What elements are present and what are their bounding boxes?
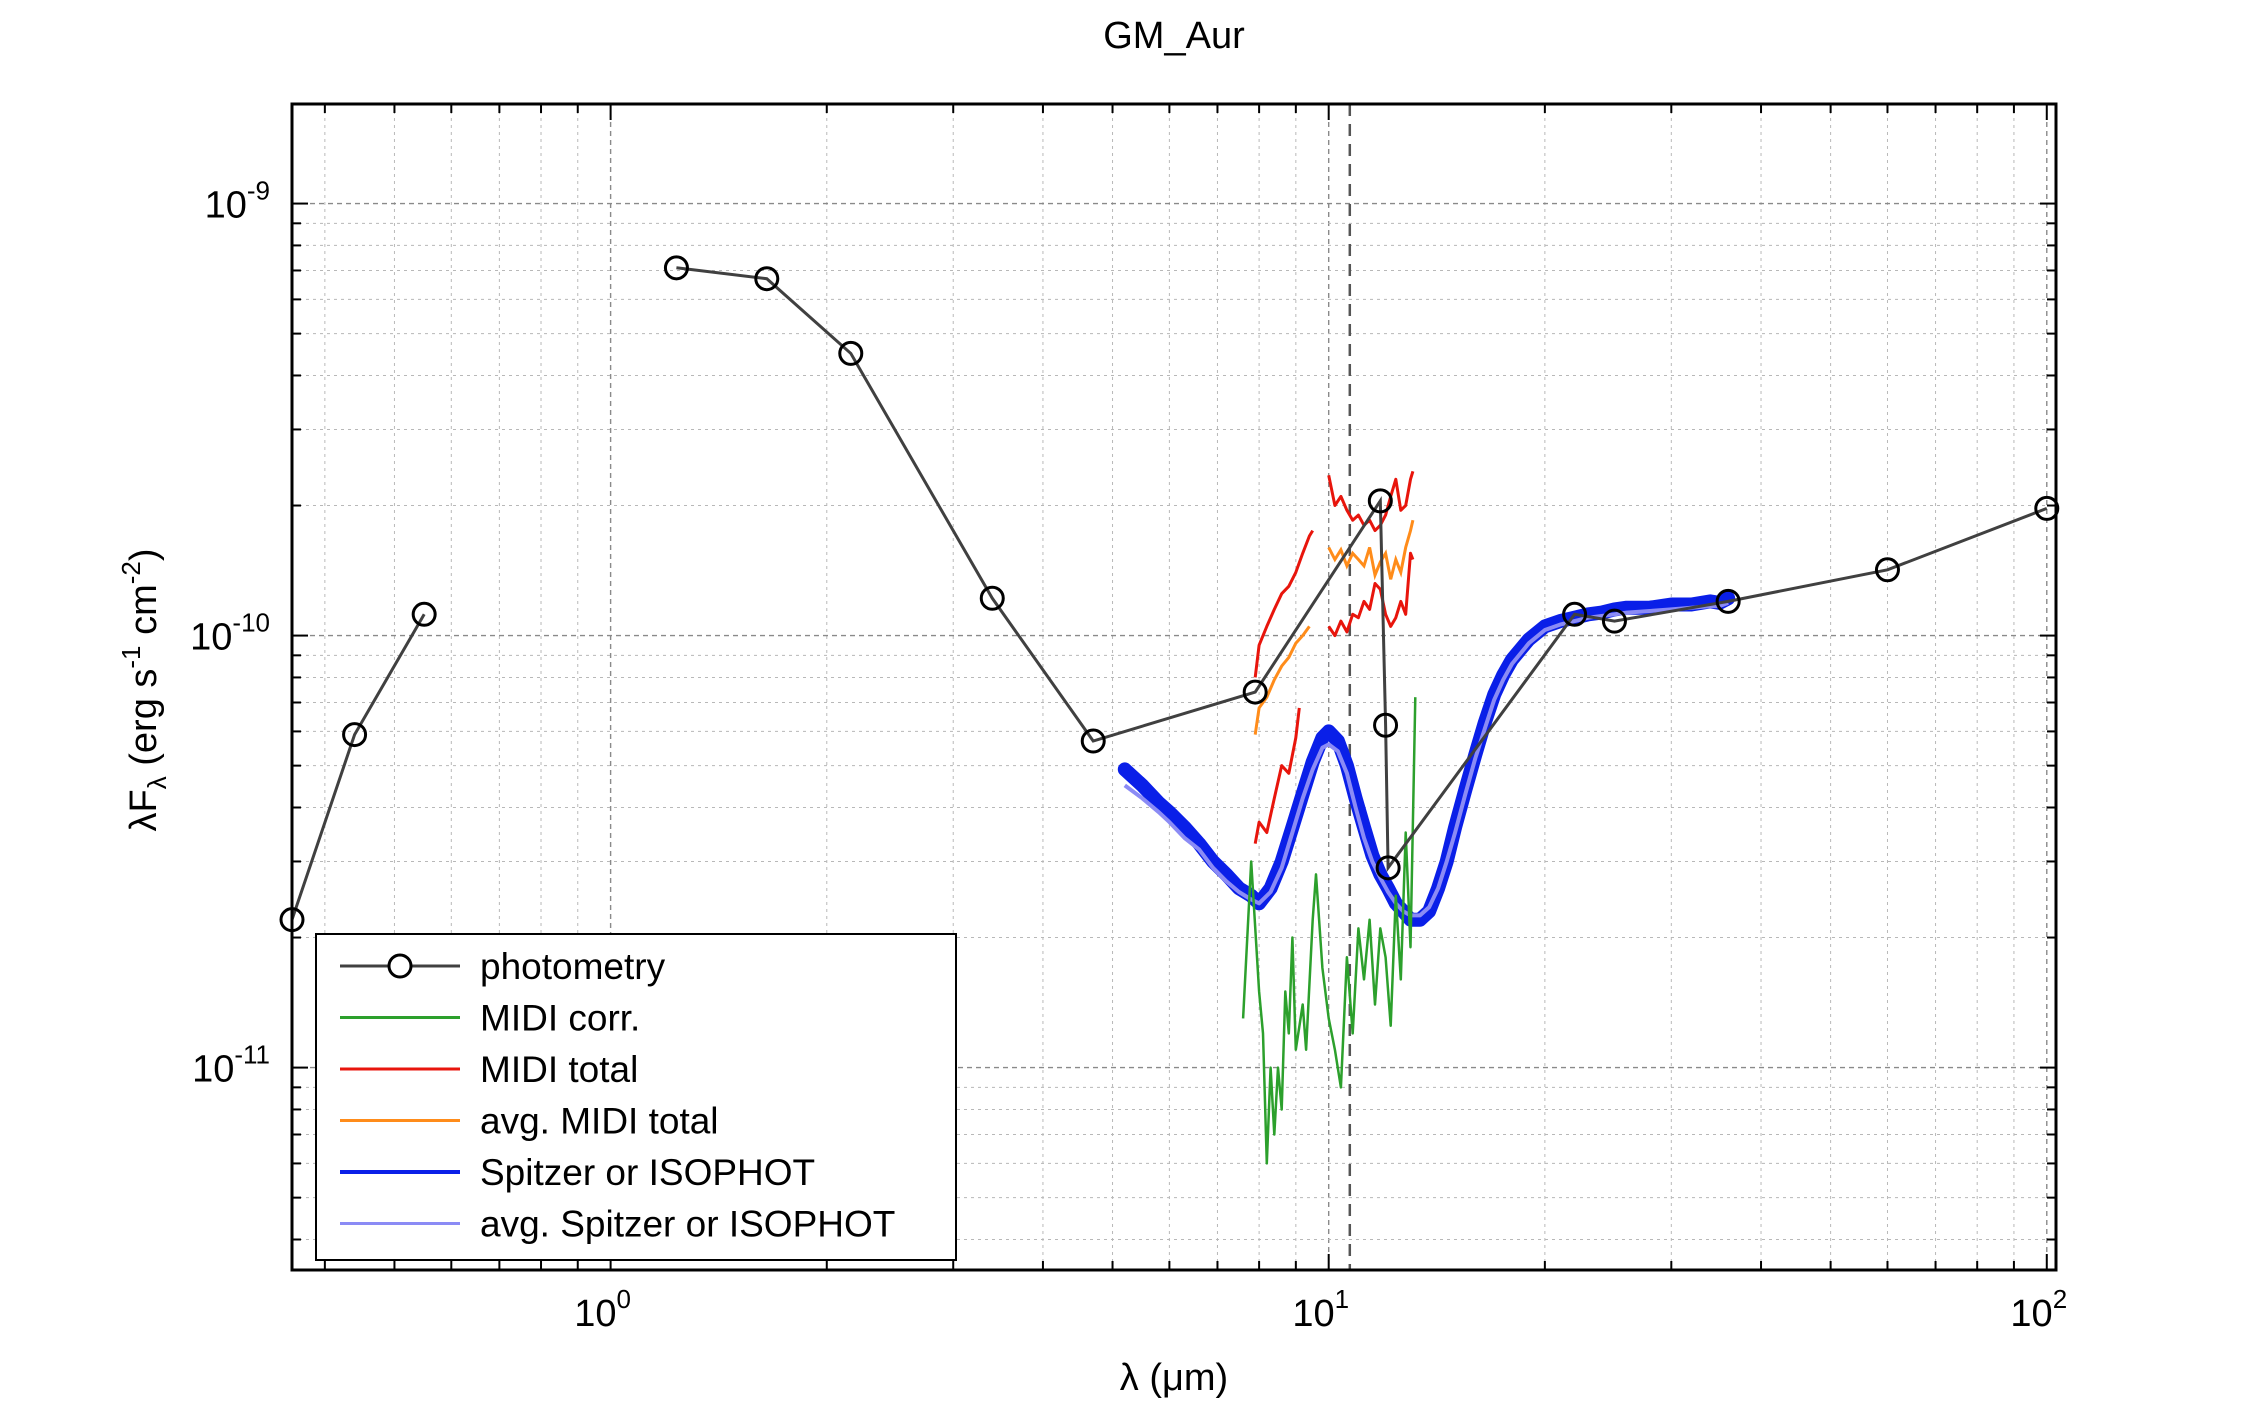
legend-label: MIDI total	[480, 1049, 638, 1090]
series-midi-corr-line	[1241, 697, 1417, 1165]
photometry-point	[1601, 608, 1627, 634]
legend-marker	[387, 953, 413, 979]
photometry-point	[2034, 495, 2060, 521]
plot-frame	[290, 102, 2058, 1272]
x-tick-label: 100	[574, 1284, 631, 1335]
photometry-point	[1373, 712, 1399, 738]
photometry-point	[1874, 557, 1900, 583]
photometry-point	[1080, 728, 1106, 754]
x-axis-title: λ (μm)	[1120, 1357, 1228, 1399]
series-avg-midi-total-line	[1253, 625, 1311, 735]
x-tick-labels: 100 101 102	[574, 1284, 2067, 1335]
photometry-point	[979, 585, 1005, 611]
series-photometry-line	[676, 266, 2048, 873]
photometry-point	[1715, 588, 1741, 614]
y-tick-label: 10-11	[192, 1040, 270, 1091]
chart-title: GM_Aur	[1103, 15, 1245, 57]
photometry-point	[1375, 855, 1401, 881]
series-midi-total-line	[1327, 470, 1415, 533]
legend-label: Spitzer or ISOPHOT	[480, 1152, 815, 1193]
photometry-point	[342, 722, 368, 748]
photometry-point	[754, 266, 780, 292]
photometry-point	[1562, 601, 1588, 627]
photometry-point	[411, 601, 437, 627]
y-tick-label: 10-9	[205, 176, 270, 227]
data-series	[292, 266, 2048, 1165]
y-tick-label: 10-10	[190, 608, 270, 659]
photometry-point	[838, 340, 864, 366]
x-tick-label: 102	[2010, 1284, 2067, 1335]
legend-label: avg. Spitzer or ISOPHOT	[480, 1204, 895, 1245]
photometry-point	[663, 255, 689, 281]
legend-label: avg. MIDI total	[480, 1101, 719, 1142]
series-photometry-line	[292, 613, 426, 921]
x-tick-label: 101	[1292, 1284, 1349, 1335]
series-midi-total-line	[1253, 707, 1301, 844]
y-tick-labels: 10-11 10-10 10-9	[190, 176, 270, 1091]
photometry-point	[1242, 679, 1268, 705]
legend-label: photometry	[480, 946, 666, 987]
series-midi-total-line	[1327, 551, 1415, 638]
series-avg-midi-total-line	[1327, 519, 1415, 581]
legend: photometry MIDI corr. MIDI total avg. MIDI …	[315, 933, 957, 1261]
legend-label: MIDI corr.	[480, 998, 640, 1039]
photometry-point	[1367, 488, 1393, 514]
axis-ticks	[292, 104, 2056, 1270]
series-midi-total-line	[1253, 529, 1314, 678]
legend-box	[315, 933, 957, 1261]
